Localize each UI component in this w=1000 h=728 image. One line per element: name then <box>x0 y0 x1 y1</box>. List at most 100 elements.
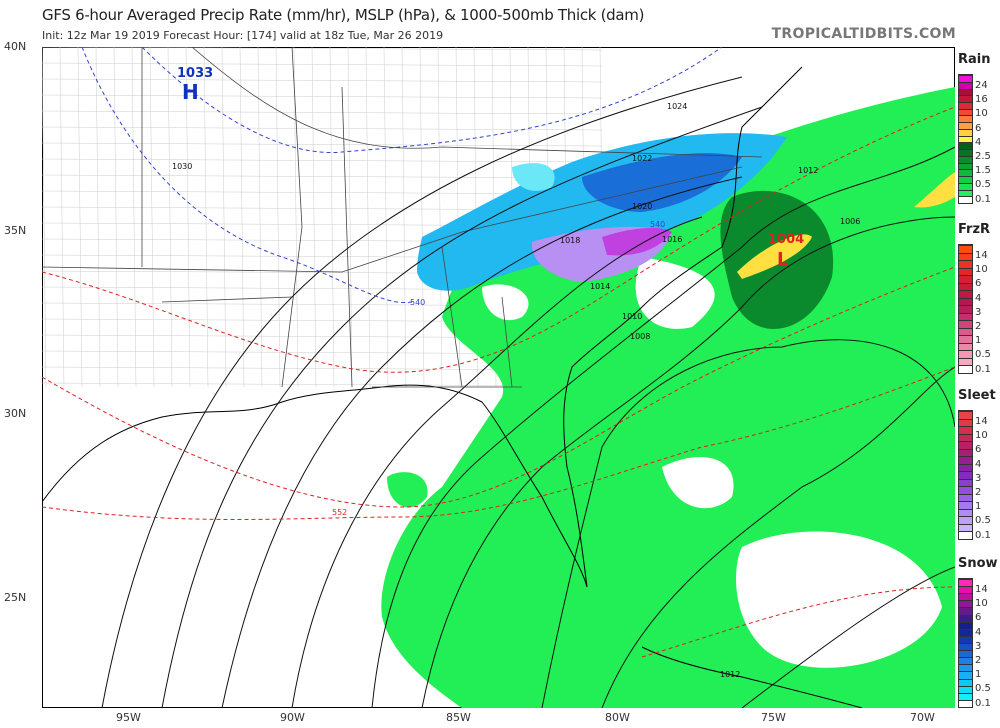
legend-swatch <box>959 350 972 358</box>
legend-swatch <box>959 614 972 622</box>
legend-swatch <box>959 486 972 494</box>
legend-tick: 24 <box>975 80 988 91</box>
legend-swatch <box>959 267 972 276</box>
legend-swatch <box>959 678 972 686</box>
legend-tick: 4 <box>975 136 982 148</box>
coastline <box>42 66 863 708</box>
legend-tick: 1 <box>975 669 982 681</box>
isobar-label: 1022 <box>632 154 652 163</box>
legend-colorbar <box>958 74 973 204</box>
legend-tick: 1.5 <box>975 165 991 177</box>
legend-swatch <box>959 176 972 183</box>
legend-swatch <box>959 607 972 615</box>
legend-swatch <box>959 635 972 644</box>
legend-swatch <box>959 88 972 96</box>
precip-rain-yellow <box>737 172 955 279</box>
legend-tick: 0.5 <box>975 349 991 361</box>
isobar-label: 1018 <box>560 236 580 245</box>
high-pressure-value: 1033 <box>177 66 213 81</box>
legend-swatch <box>959 297 972 306</box>
legend-swatch <box>959 122 972 129</box>
isobar-label: 1016 <box>662 235 682 244</box>
legend-tick: 1 <box>975 501 982 513</box>
legend-swatch <box>959 282 972 291</box>
lat-label: 25N <box>4 591 27 604</box>
legend-swatch <box>959 75 972 82</box>
legend-colorbar <box>958 410 973 540</box>
isobar-label: 1010 <box>622 312 642 321</box>
legend-tick: 0.1 <box>975 697 991 709</box>
low-pressure-value: 1004 <box>768 232 804 247</box>
lon-label: 80W <box>605 711 630 724</box>
legend-swatch <box>959 101 972 109</box>
legend-swatch <box>959 275 972 283</box>
legend-swatch <box>959 586 972 594</box>
legend-swatch <box>959 699 972 707</box>
legend-tick: 0.5 <box>975 515 991 527</box>
legend-swatch <box>959 628 972 636</box>
legend-tick: 10 <box>975 598 988 610</box>
legend-swatch <box>959 312 972 321</box>
legend-swatch <box>959 357 972 366</box>
legend-tick: 6 <box>975 612 982 624</box>
isobar-label: 1030 <box>172 162 192 171</box>
legend-swatch <box>959 196 972 203</box>
legend-swatch <box>959 320 972 328</box>
lon-label: 95W <box>116 711 141 724</box>
lat-label: 35N <box>4 224 27 237</box>
lon-label: 75W <box>761 711 786 724</box>
legend-swatch <box>959 671 972 679</box>
legend-swatch <box>959 135 972 143</box>
lon-label: 70W <box>910 711 935 724</box>
lon-label: 90W <box>280 711 305 724</box>
legend-tick: 3 <box>975 640 982 652</box>
thickness-label: 540 <box>410 298 425 307</box>
legend-swatch <box>959 155 972 163</box>
legend-tick: 0.5 <box>975 683 991 695</box>
legend-swatch <box>959 493 972 502</box>
legend-tick: 1 <box>975 335 982 347</box>
legend-frzr: FrzR 14 10 6 4 3 2 1 0.5 0.1 <box>958 222 1000 382</box>
legend-swatch <box>959 95 972 102</box>
legend-swatch <box>959 600 972 608</box>
isobar-label: 1008 <box>630 332 650 341</box>
legend-tick: 2.5 <box>975 151 991 162</box>
legend-swatch <box>959 593 972 601</box>
isobars <box>101 76 955 708</box>
legend-colorbar <box>958 244 973 374</box>
legend-swatch <box>959 531 972 539</box>
legend-tick: 6 <box>975 122 982 134</box>
lon-label: 85W <box>446 711 471 724</box>
legend-tick: 0.1 <box>975 529 991 541</box>
map-subtitle: Init: 12z Mar 19 2019 Forecast Hour: [17… <box>42 29 444 42</box>
legend-swatch <box>959 327 972 336</box>
state-borders <box>42 47 763 388</box>
high-pressure-marker: H <box>182 80 199 104</box>
lat-label: 40N <box>4 40 27 53</box>
isobar-label: 1014 <box>590 282 610 291</box>
legend-title: Rain <box>958 52 991 67</box>
legend-swatch <box>959 478 972 487</box>
legend-swatch <box>959 290 972 298</box>
thickness-label: 540 <box>650 220 665 229</box>
legend-swatch <box>959 244 972 253</box>
isobar-label: 1012 <box>720 670 740 679</box>
legend-tick: 16 <box>975 94 988 106</box>
legend-tick: 0.1 <box>975 193 991 205</box>
legend-tick: 2 <box>975 655 982 666</box>
legend-title: Snow <box>958 556 998 571</box>
legend-swatch <box>959 579 972 587</box>
legend-swatch <box>959 149 972 156</box>
isobar-labels: 1024 1022 1020 1018 1016 1014 1012 1010 … <box>172 102 860 679</box>
legend-tick: 0.5 <box>975 179 991 191</box>
legend-swatch <box>959 142 972 150</box>
legend-tick: 14 <box>975 416 988 427</box>
legend-swatch <box>959 252 972 261</box>
lat-label: 30N <box>4 407 27 420</box>
legend-swatch <box>959 182 972 190</box>
legend-swatch <box>959 441 972 449</box>
legend-swatch <box>959 471 972 479</box>
low-pressure-marker: L <box>777 249 788 270</box>
legend-swatch <box>959 426 972 434</box>
legend-title: Sleet <box>958 388 996 403</box>
